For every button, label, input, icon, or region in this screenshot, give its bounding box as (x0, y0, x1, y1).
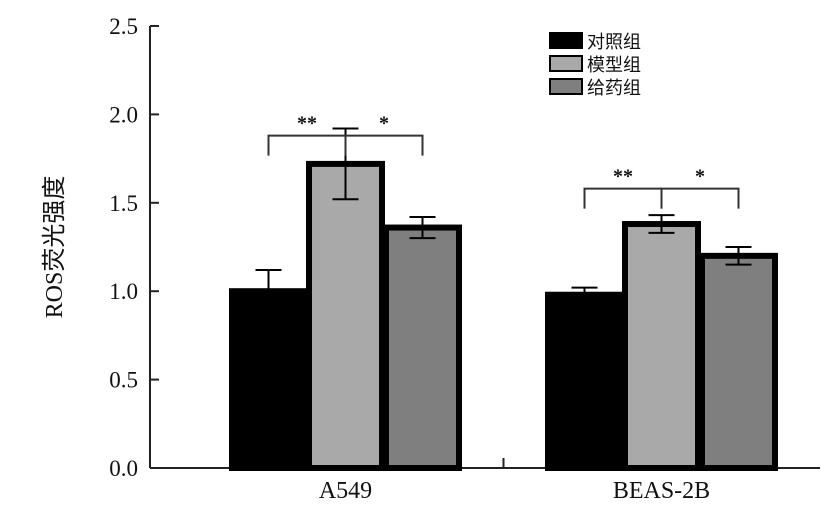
x-category-label: BEAS-2B (613, 478, 710, 504)
legend-label: 对照组 (587, 32, 641, 53)
y-tick-label: 2.0 (109, 102, 138, 127)
y-tick-label: 0.5 (109, 368, 138, 393)
legend-swatch (549, 78, 583, 95)
y-tick-label: 1.0 (109, 279, 138, 304)
significance-bracket (344, 134, 424, 156)
x-category-label: A549 (319, 478, 372, 504)
significance-bracket (267, 134, 347, 156)
y-tick-label: 1.5 (109, 191, 138, 216)
bar (545, 291, 624, 471)
significance-bracket (583, 187, 663, 209)
bar (306, 160, 385, 472)
significance-label: * (379, 113, 389, 135)
significance-bracket (660, 187, 740, 209)
legend-swatch (549, 32, 583, 49)
legend-label: 模型组 (587, 55, 641, 76)
y-tick-label: 2.5 (109, 14, 138, 39)
legend-swatch (549, 55, 583, 72)
significance-label: * (695, 166, 705, 188)
bar (622, 221, 701, 471)
bar (383, 224, 462, 471)
legend-label: 给药组 (587, 78, 641, 99)
significance-label: ** (297, 113, 317, 135)
y-tick-label: 0.0 (109, 456, 138, 481)
y-axis-label: ROS荧光强度 (41, 176, 68, 319)
bar (229, 288, 308, 472)
significance-label: ** (613, 166, 633, 188)
bar (699, 252, 778, 471)
